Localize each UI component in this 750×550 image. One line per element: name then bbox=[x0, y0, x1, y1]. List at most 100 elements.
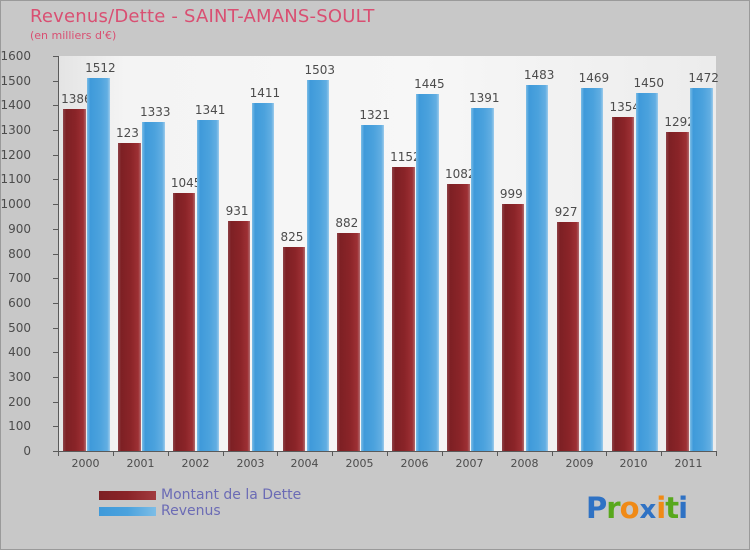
y-tick-label: 600 bbox=[8, 295, 31, 310]
y-tick-mark bbox=[53, 105, 59, 107]
y-tick-label: 100 bbox=[8, 419, 31, 434]
bar-revenus-2010[interactable] bbox=[635, 93, 658, 451]
x-tick-mark bbox=[58, 451, 59, 456]
logo-letter: o bbox=[619, 491, 640, 525]
x-tick-mark bbox=[661, 451, 662, 456]
legend-label-revenus: Revenus bbox=[161, 503, 221, 519]
bar-value-label: 1333 bbox=[140, 104, 171, 119]
bar-revenus-2007[interactable] bbox=[471, 107, 494, 451]
y-tick-label: 200 bbox=[8, 394, 31, 409]
bar-value-label: 1512 bbox=[85, 60, 116, 75]
y-tick-mark bbox=[53, 154, 59, 156]
bar-revenus-2009[interactable] bbox=[580, 88, 604, 451]
bar-dette-2000[interactable] bbox=[63, 108, 86, 451]
x-tick-mark bbox=[223, 451, 224, 456]
x-tick-mark bbox=[332, 451, 333, 456]
y-tick-label: 1000 bbox=[0, 197, 31, 212]
y-tick-label: 0 bbox=[23, 444, 31, 458]
y-tick-mark bbox=[53, 253, 59, 255]
bar-value-label: 1045 bbox=[170, 176, 199, 191]
bar-revenus-2006[interactable] bbox=[416, 94, 439, 451]
y-tick-mark bbox=[53, 278, 59, 280]
y-tick-mark bbox=[53, 80, 59, 82]
y-tick-label: 900 bbox=[8, 221, 31, 236]
bar-revenus-2004[interactable] bbox=[306, 79, 329, 451]
y-tick-label: 500 bbox=[8, 320, 31, 335]
y-tick-label: 1400 bbox=[0, 98, 31, 113]
x-tick-label: 2001 bbox=[126, 457, 155, 470]
x-tick-mark bbox=[552, 451, 553, 456]
bar-value-label: 1152 bbox=[390, 149, 419, 164]
bar-value-label: 1321 bbox=[359, 107, 390, 122]
x-tick-mark bbox=[442, 451, 443, 456]
x-tick-label: 2006 bbox=[400, 457, 429, 470]
bar-value-label: 1391 bbox=[469, 90, 500, 105]
x-tick-mark bbox=[716, 451, 717, 456]
bar-dette-2005[interactable] bbox=[337, 233, 360, 451]
bar-dette-2007[interactable] bbox=[447, 183, 470, 451]
legend-label-dette: Montant de la Dette bbox=[161, 487, 302, 503]
bar-dette-2003[interactable] bbox=[227, 221, 251, 451]
y-tick-mark bbox=[53, 451, 59, 452]
bar-value-label: 1450 bbox=[633, 76, 665, 91]
x-tick-label: 2011 bbox=[674, 457, 703, 470]
bar-value-label: 1483 bbox=[523, 67, 555, 82]
y-tick-mark bbox=[53, 204, 59, 206]
x-tick-mark bbox=[497, 451, 498, 456]
x-tick-mark bbox=[277, 451, 278, 456]
bar-revenus-2003[interactable] bbox=[251, 102, 275, 451]
bar-value-label: 1082 bbox=[445, 166, 473, 181]
bar-revenus-2008[interactable] bbox=[525, 84, 549, 451]
bar-value-label: 882 bbox=[335, 216, 359, 231]
y-tick-mark bbox=[53, 376, 59, 378]
y-tick-label: 1500 bbox=[0, 73, 31, 88]
bar-value-label: 1354 bbox=[609, 99, 638, 114]
bar-value-label: 1472 bbox=[688, 70, 719, 85]
bar-dette-2001[interactable] bbox=[118, 143, 141, 451]
page-title: Revenus/Dette - SAINT-AMANS-SOULT bbox=[30, 6, 375, 27]
bar-value-label: 999 bbox=[499, 187, 523, 202]
bar-dette-2009[interactable] bbox=[556, 222, 580, 451]
y-tick-mark bbox=[53, 302, 59, 304]
bar-value-label: 1386 bbox=[61, 91, 90, 106]
x-tick-label: 2003 bbox=[236, 457, 265, 470]
bar-value-label: 1503 bbox=[304, 62, 336, 77]
bar-dette-2011[interactable] bbox=[666, 132, 689, 451]
legend-swatch-revenus bbox=[99, 507, 156, 516]
bar-value-label: 825 bbox=[280, 230, 304, 245]
bar-revenus-2001[interactable] bbox=[142, 121, 165, 451]
x-tick-label: 2007 bbox=[455, 457, 484, 470]
y-tick-mark bbox=[53, 401, 59, 403]
logo-letter: i bbox=[678, 491, 688, 525]
bar-dette-2002[interactable] bbox=[172, 193, 196, 451]
proxiti-logo[interactable]: Proxiti bbox=[586, 491, 688, 525]
y-tick-label: 800 bbox=[8, 246, 31, 261]
bar-value-label: 1469 bbox=[578, 71, 610, 86]
bar-dette-2004[interactable] bbox=[282, 247, 305, 451]
x-tick-label: 2000 bbox=[71, 457, 100, 470]
y-tick-mark bbox=[53, 130, 59, 132]
bar-dette-2008[interactable] bbox=[501, 204, 525, 451]
x-tick-mark bbox=[387, 451, 388, 456]
x-tick-mark bbox=[113, 451, 114, 456]
bar-value-label: 1341 bbox=[194, 102, 226, 117]
y-tick-mark bbox=[53, 228, 59, 230]
bar-value-label: 1445 bbox=[414, 77, 445, 92]
y-tick-mark bbox=[53, 352, 59, 354]
bar-value-label: 123 bbox=[116, 126, 139, 141]
bar-revenus-2011[interactable] bbox=[690, 87, 713, 451]
y-tick-label: 1300 bbox=[0, 123, 31, 138]
logo-letter: x bbox=[639, 495, 657, 525]
bar-value-label: 927 bbox=[554, 205, 578, 220]
bar-revenus-2002[interactable] bbox=[196, 119, 220, 451]
bar-revenus-2000[interactable] bbox=[87, 77, 110, 451]
logo-letter: P bbox=[586, 491, 607, 525]
bar-dette-2010[interactable] bbox=[611, 116, 634, 451]
chart-subtitle: (en milliers d'€) bbox=[30, 29, 117, 42]
bar-dette-2006[interactable] bbox=[392, 166, 415, 451]
plot-area bbox=[58, 56, 716, 452]
bar-revenus-2005[interactable] bbox=[361, 124, 384, 451]
y-tick-label: 700 bbox=[8, 271, 31, 286]
x-tick-label: 2008 bbox=[510, 457, 539, 470]
y-tick-mark bbox=[53, 426, 59, 428]
